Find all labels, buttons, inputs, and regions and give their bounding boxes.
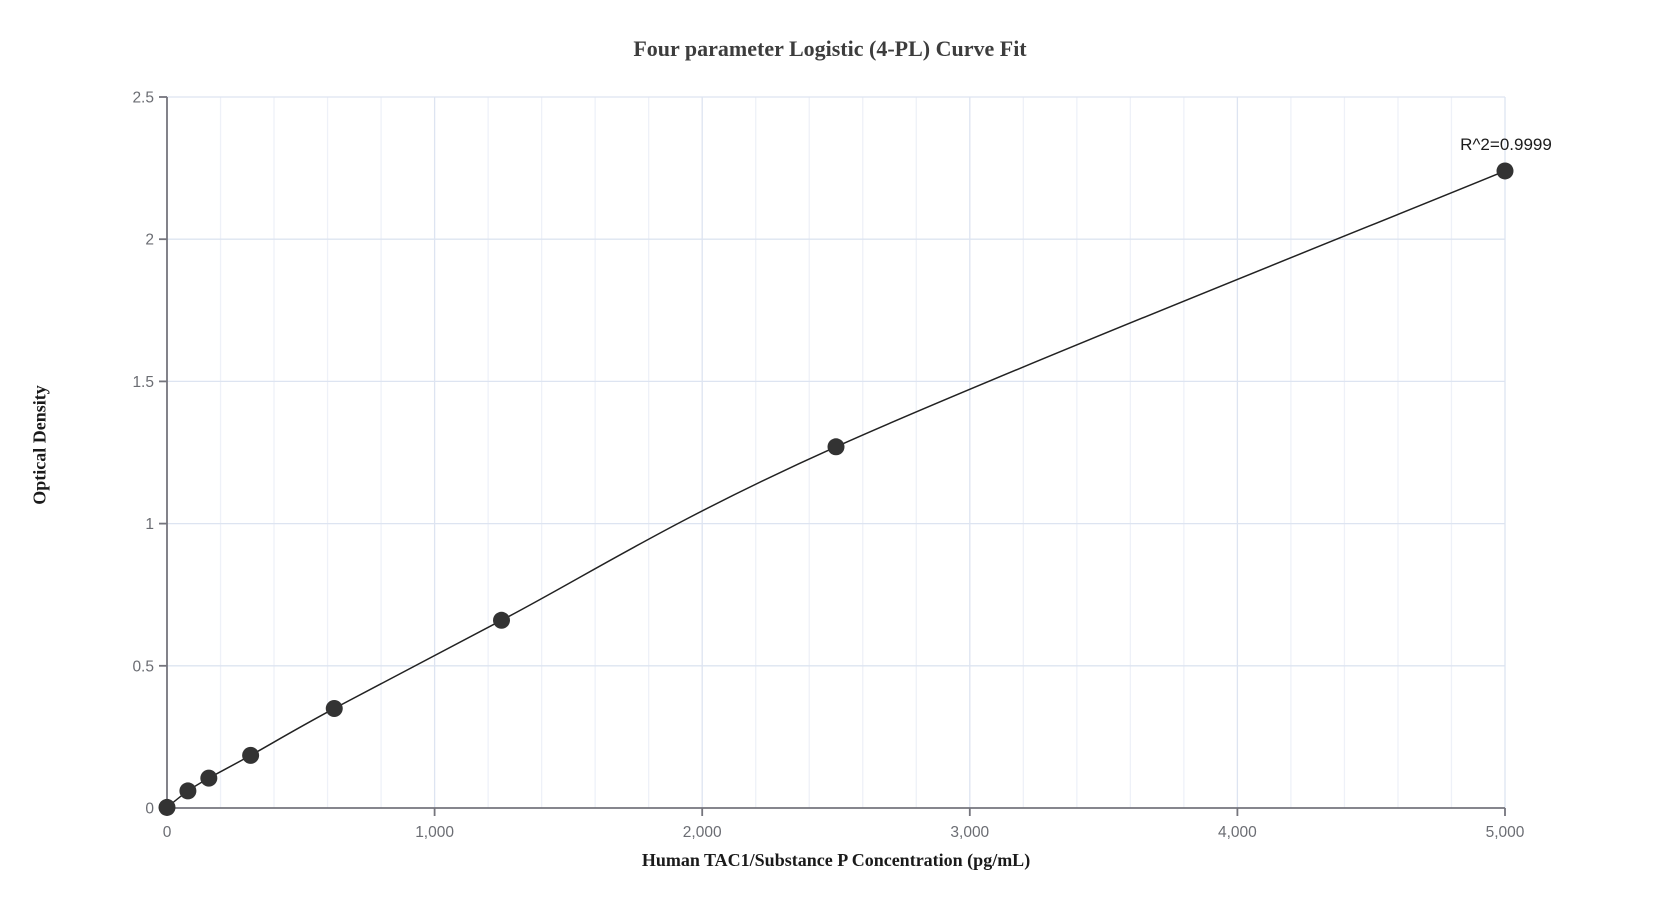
y-tick-label: 1.5 bbox=[132, 374, 154, 391]
tick-marks bbox=[159, 96, 1506, 816]
data-point bbox=[242, 746, 260, 764]
x-tick-label: 2,000 bbox=[683, 824, 722, 841]
y-tick-labels: 0 0.5 1 1.5 2 2.5 bbox=[132, 90, 154, 818]
data-point bbox=[827, 438, 845, 456]
axes bbox=[166, 97, 1505, 809]
x-tick-label: 0 bbox=[163, 824, 172, 841]
data-point bbox=[493, 611, 510, 629]
x-axis-label: Human TAC1/Substance P Concentration (pg… bbox=[641, 850, 1031, 870]
data-point bbox=[200, 769, 218, 787]
minor-gridlines bbox=[219, 97, 1453, 808]
y-tick-label: 2 bbox=[145, 232, 154, 249]
x-tick-labels: 0 1,000 2,000 3,000 4,000 5,000 bbox=[163, 824, 1525, 841]
data-points bbox=[158, 162, 1514, 816]
fit-curve bbox=[166, 170, 1506, 809]
chart-title: Four parameter Logistic (4-PL) Curve Fit bbox=[633, 36, 1027, 61]
x-tick-label: 4,000 bbox=[1218, 824, 1257, 841]
major-gridlines bbox=[167, 96, 1506, 808]
y-tick-label: 1 bbox=[145, 516, 154, 533]
y-tick-label: 0 bbox=[145, 801, 154, 818]
data-point bbox=[325, 699, 343, 717]
data-point bbox=[158, 798, 176, 816]
x-tick-label: 5,000 bbox=[1486, 824, 1525, 841]
fit-curve-path bbox=[166, 170, 1506, 809]
y-tick-label: 2.5 bbox=[132, 90, 154, 107]
y-axis-label: Optical Density bbox=[29, 385, 50, 505]
data-point bbox=[179, 782, 197, 800]
r-squared-annotation: R^2=0.9999 bbox=[1460, 135, 1552, 154]
x-tick-label: 3,000 bbox=[950, 824, 989, 841]
data-point bbox=[1496, 162, 1514, 180]
x-tick-label: 1,000 bbox=[415, 824, 454, 841]
y-tick-label: 0.5 bbox=[132, 658, 154, 675]
